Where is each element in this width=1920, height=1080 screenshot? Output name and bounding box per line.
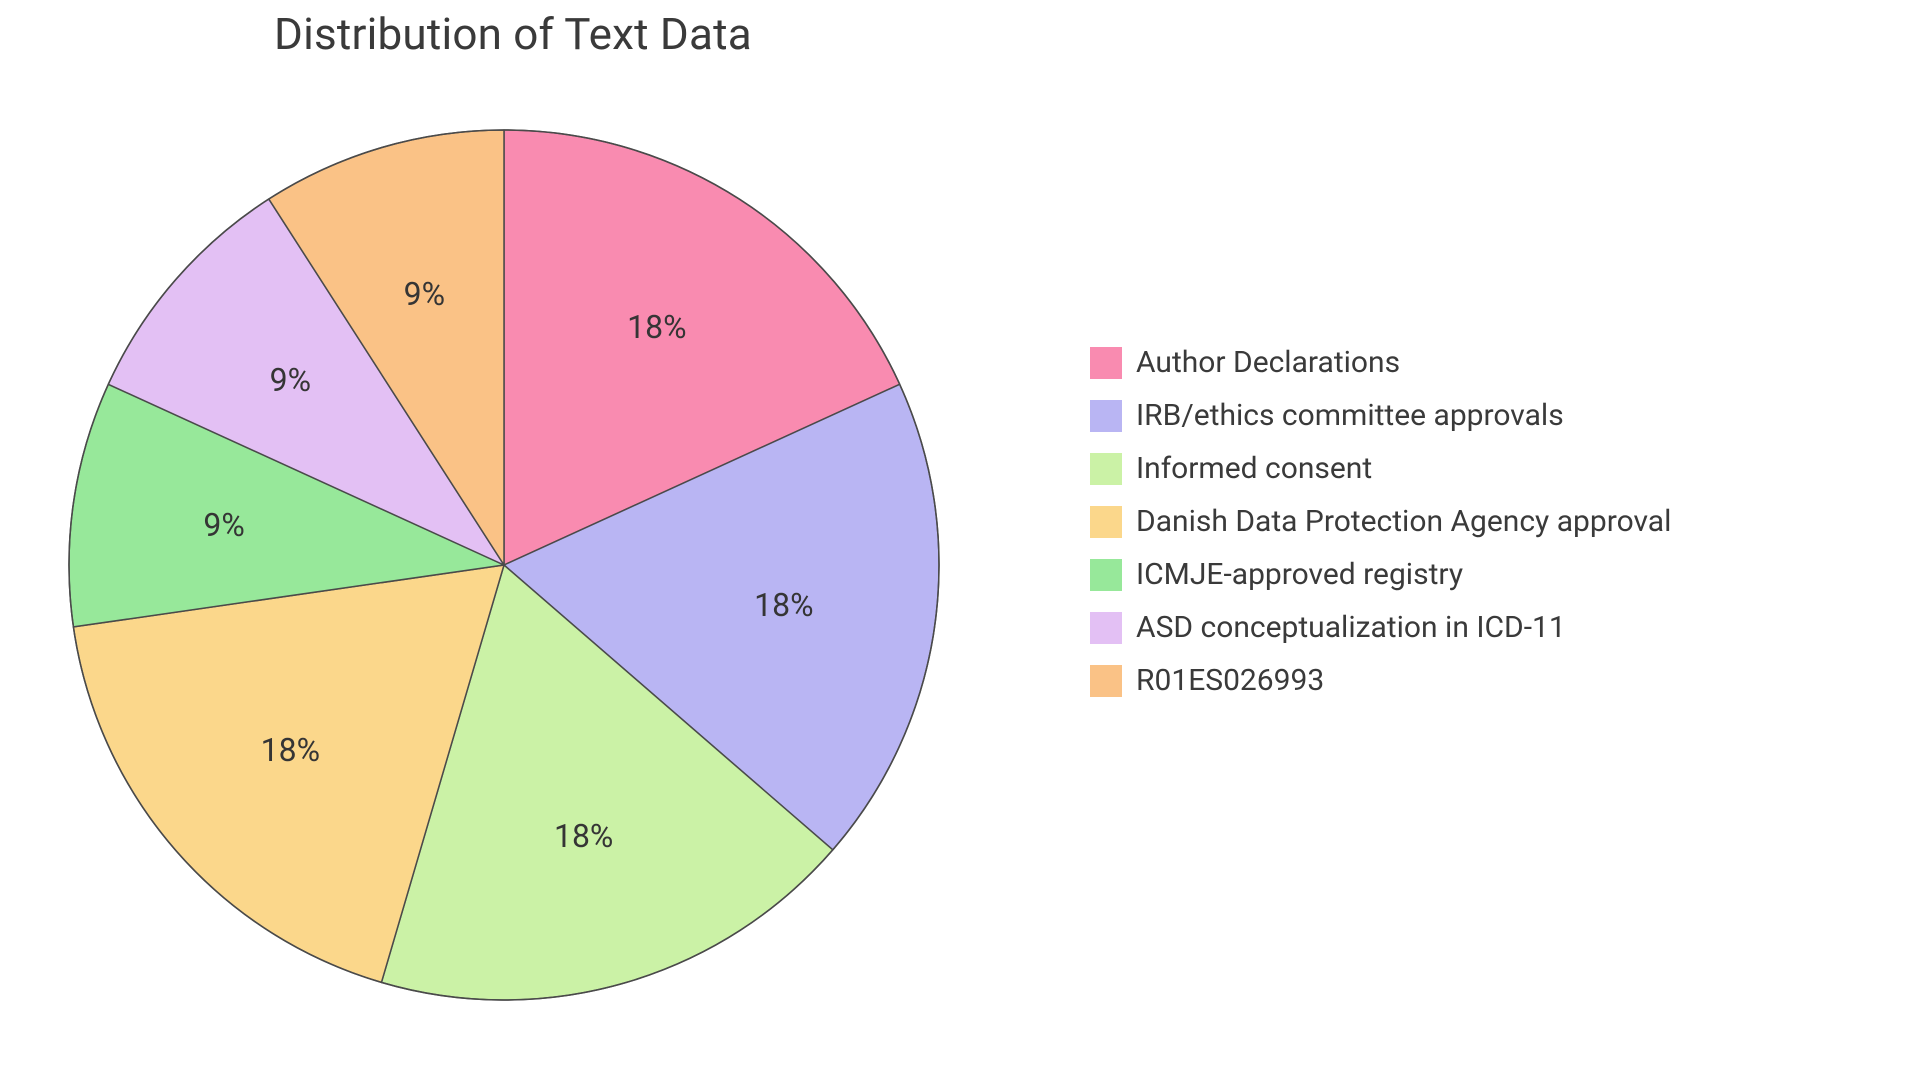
legend-swatch [1090, 506, 1122, 538]
slice-pct-label: 9% [404, 275, 445, 313]
slice-pct-label: 18% [754, 586, 813, 624]
legend-swatch [1090, 453, 1122, 485]
legend-label: ICMJE-approved registry [1136, 557, 1463, 592]
slice-pct-label: 18% [554, 817, 613, 855]
legend-label: IRB/ethics committee approvals [1136, 398, 1564, 433]
legend-item: R01ES026993 [1090, 663, 1671, 698]
slice-pct-label: 18% [627, 308, 686, 346]
legend: Author Declarations IRB/ethics committee … [1090, 345, 1671, 698]
legend-item: Danish Data Protection Agency approval [1090, 504, 1671, 539]
legend-item: IRB/ethics committee approvals [1090, 398, 1671, 433]
pie-chart [67, 128, 941, 1002]
legend-label: ASD conceptualization in ICD-11 [1136, 610, 1566, 645]
legend-item: ICMJE-approved registry [1090, 557, 1671, 592]
slice-pct-label: 9% [203, 506, 244, 544]
legend-label: Author Declarations [1136, 345, 1400, 380]
slice-pct-label: 9% [270, 361, 311, 399]
legend-label: R01ES026993 [1136, 663, 1324, 698]
legend-item: ASD conceptualization in ICD-11 [1090, 610, 1671, 645]
legend-item: Author Declarations [1090, 345, 1671, 380]
legend-item: Informed consent [1090, 451, 1671, 486]
legend-swatch [1090, 347, 1122, 379]
legend-swatch [1090, 400, 1122, 432]
slice-pct-label: 18% [261, 731, 320, 769]
chart-stage: Distribution of Text Data 18% 18% 18% 18% 9%… [0, 0, 1920, 1080]
legend-swatch [1090, 612, 1122, 644]
legend-swatch [1090, 665, 1122, 697]
chart-title: Distribution of Text Data [274, 8, 752, 60]
legend-swatch [1090, 559, 1122, 591]
legend-label: Informed consent [1136, 451, 1372, 486]
legend-label: Danish Data Protection Agency approval [1136, 504, 1671, 539]
